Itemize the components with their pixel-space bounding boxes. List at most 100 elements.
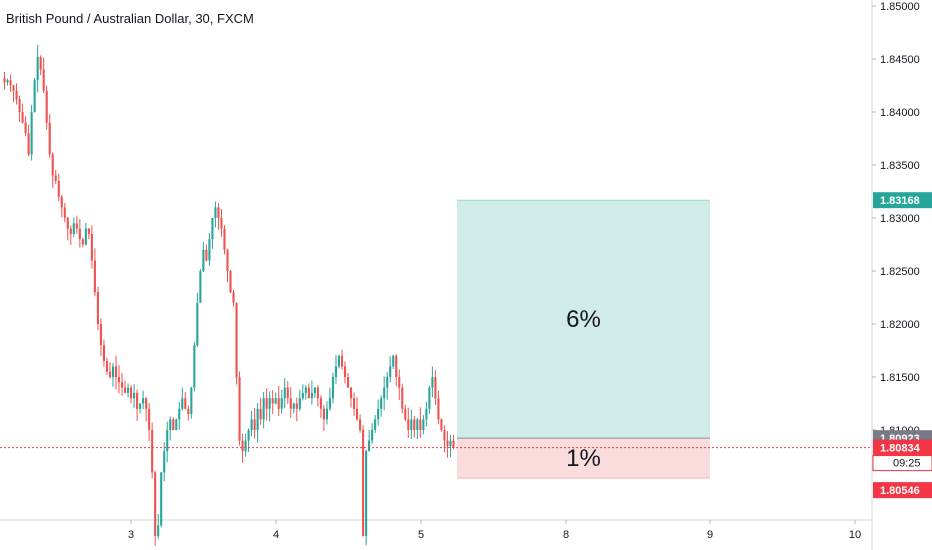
candle-body [262, 398, 265, 420]
candle-body [9, 80, 12, 86]
candle-body [241, 440, 244, 452]
candle-body [343, 366, 347, 377]
candle-body [301, 392, 304, 399]
candle-body [352, 398, 356, 409]
candle-body [356, 408, 359, 420]
candle-body [395, 355, 398, 377]
candle-body [42, 69, 45, 91]
candle-body [111, 366, 115, 377]
candle-body [398, 377, 401, 388]
candle-body [386, 377, 389, 388]
price-tag-bg [873, 482, 932, 499]
candle-body [12, 85, 15, 91]
candle-body [193, 345, 196, 388]
candle-body [148, 408, 151, 430]
candle-body [126, 387, 130, 393]
candle-body [45, 90, 48, 123]
candle-body [75, 223, 78, 229]
candle-body [139, 403, 142, 409]
candle-body [289, 398, 292, 409]
candle-body [235, 302, 238, 377]
candle-body [404, 408, 407, 420]
candle-body [169, 419, 172, 430]
candle-body [277, 398, 280, 409]
candle-body [359, 419, 362, 430]
candle-body [114, 366, 118, 377]
candle-body [229, 271, 232, 293]
candle-body [337, 355, 341, 367]
candle-body [145, 398, 148, 409]
y-tick-label: 1.81500 [880, 372, 920, 384]
candle-body [440, 419, 443, 430]
candle-body [413, 419, 416, 430]
countdown-label: 09:25 [893, 458, 921, 470]
candle-body [392, 355, 395, 367]
candle-body [87, 228, 90, 234]
candle-body [166, 430, 169, 452]
candle-body [334, 366, 338, 377]
candle-body [232, 292, 235, 303]
candle-body [253, 419, 256, 430]
candle-body [298, 398, 301, 409]
y-tick-label: 1.84500 [880, 54, 920, 66]
y-tick-label: 1.84000 [880, 107, 920, 119]
candle-body [120, 382, 124, 388]
chart-title: British Pound / Australian Dollar, 30, F… [6, 11, 254, 26]
candle-body [328, 398, 332, 409]
candle-body [431, 377, 434, 388]
candle-body [419, 419, 422, 430]
candle-body [274, 398, 277, 404]
candle-body [325, 408, 328, 420]
x-tick-label: 10 [849, 529, 861, 541]
x-tick-label: 8 [563, 529, 569, 541]
candle-body [3, 78, 6, 83]
y-tick-label: 1.83500 [880, 160, 920, 172]
candle-body [117, 377, 121, 383]
candle-body [283, 387, 286, 399]
candle-body [256, 408, 259, 430]
candle-body [407, 419, 410, 430]
price-tag-bg [873, 192, 932, 209]
price-tag-label: 1.80546 [880, 485, 920, 497]
candle-body [157, 525, 160, 536]
price-tag-label: 1.80834 [880, 443, 921, 455]
stop-percent-label: 1% [566, 445, 601, 472]
candle-body [205, 249, 208, 261]
target-zone[interactable] [457, 200, 710, 439]
candle-body [154, 472, 157, 536]
candle-body [57, 180, 60, 197]
stop-zone[interactable] [457, 438, 710, 479]
candle-body [136, 392, 139, 409]
candle-body [368, 440, 371, 452]
candle-body [310, 392, 313, 399]
candle-body [434, 377, 437, 399]
x-tick-label: 4 [273, 529, 279, 541]
candle-body [24, 122, 27, 134]
candle-body [199, 271, 202, 303]
candle-body [93, 260, 96, 293]
candle-body [452, 440, 455, 449]
candle-body [18, 99, 21, 112]
candle-body [349, 387, 353, 399]
candle-body [123, 387, 127, 393]
candle-body [51, 154, 54, 176]
candle-body [90, 233, 93, 261]
candle-body [142, 398, 145, 404]
candle-body [39, 56, 42, 70]
candle-body [449, 440, 452, 446]
candle-body [96, 292, 99, 324]
candle-body [66, 218, 69, 229]
candle-body [54, 175, 57, 181]
candle-body [292, 403, 295, 409]
candle-body [60, 196, 63, 208]
candle-body [265, 398, 268, 409]
candle-body [190, 387, 193, 415]
candle-body [331, 377, 335, 399]
candle-body [178, 408, 181, 420]
candle-body [425, 408, 428, 420]
candle-body [220, 218, 223, 229]
candle-body [84, 228, 87, 245]
candle-body [377, 408, 380, 420]
y-tick-label: 1.85000 [880, 1, 920, 13]
